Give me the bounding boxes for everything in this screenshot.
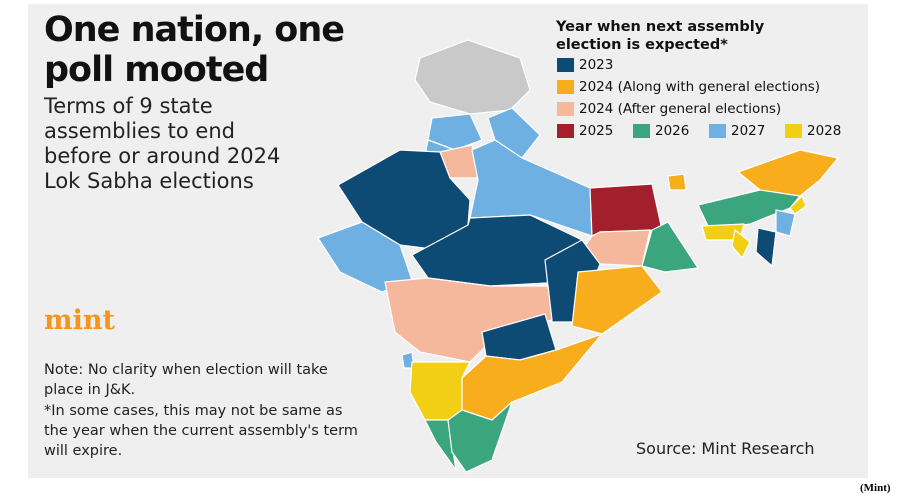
west-bengal xyxy=(641,221,699,273)
source: Source: Mint Research xyxy=(636,439,815,458)
note: Note: No clarity when election will take… xyxy=(44,362,328,398)
uttarakhand xyxy=(487,107,541,159)
legend-item: 2024 (Along with general elections) xyxy=(557,79,820,95)
tamil-nadu xyxy=(447,401,513,473)
legend-item: 2023 xyxy=(557,57,613,73)
legend-swatch xyxy=(557,80,574,94)
tripura xyxy=(731,229,751,259)
odisha xyxy=(571,265,663,335)
legend-item: 2027 xyxy=(709,123,765,139)
note: *In some cases, this may not be same as … xyxy=(44,403,358,459)
mizoram xyxy=(755,227,777,267)
legend-label: 2023 xyxy=(579,57,614,73)
title: One nation, one poll mooted xyxy=(44,10,345,90)
legend-label: 2027 xyxy=(731,123,766,139)
jammu-kashmir xyxy=(414,39,531,115)
legend-label: 2026 xyxy=(655,123,690,139)
legend-label: 2025 xyxy=(579,123,614,139)
legend-swatch xyxy=(557,124,574,138)
legend-swatch xyxy=(557,58,574,72)
arunachal xyxy=(737,149,839,197)
manipur xyxy=(775,209,796,237)
nagaland xyxy=(789,195,807,215)
subtitle: Terms of 9 state assemblies to end befor… xyxy=(44,94,281,193)
bihar xyxy=(589,183,663,237)
legend-swatch xyxy=(785,124,802,138)
credit: (Mint) xyxy=(860,482,891,494)
legend-label: 2024 (Along with general elections) xyxy=(579,79,821,95)
legend-item: 2026 xyxy=(633,123,689,139)
legend-swatch xyxy=(633,124,650,138)
himachal xyxy=(427,113,483,151)
legend-item: 2028 xyxy=(785,123,841,139)
legend-title: Year when next assembly election is expe… xyxy=(556,19,765,53)
legend-swatch xyxy=(557,102,574,116)
kerala xyxy=(424,419,457,471)
brand-logo: mint xyxy=(44,305,115,336)
legend-item: 2025 xyxy=(557,123,613,139)
legend-label: 2028 xyxy=(807,123,842,139)
sikkim xyxy=(667,173,687,191)
legend-label: 2024 (After general elections) xyxy=(579,101,782,117)
legend-swatch xyxy=(709,124,726,138)
legend-item: 2024 (After general elections) xyxy=(557,101,781,117)
